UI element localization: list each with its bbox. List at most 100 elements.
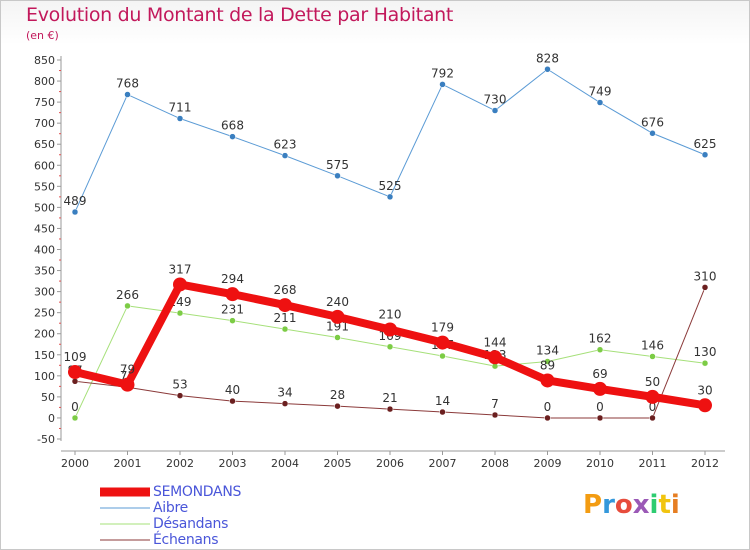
legend-label: Désandans <box>153 516 229 532</box>
data-point <box>544 66 551 73</box>
y-tick-label: 250 <box>34 307 55 320</box>
data-label: 575 <box>326 158 349 172</box>
y-tick-label: 0 <box>48 412 55 425</box>
x-tick-label: 2006 <box>376 457 404 470</box>
data-label: 146 <box>641 338 664 352</box>
data-label: 240 <box>326 295 349 309</box>
legend-swatch <box>100 487 150 497</box>
data-point <box>68 365 82 380</box>
data-label: 768 <box>116 77 139 91</box>
y-tick-label: 550 <box>34 180 55 193</box>
legend-swatch <box>100 523 150 525</box>
data-label: 0 <box>596 400 604 414</box>
data-point <box>596 346 604 353</box>
data-label: 53 <box>172 378 187 392</box>
data-label: 0 <box>649 400 657 414</box>
y-tick-label: 200 <box>34 328 55 341</box>
data-label: 210 <box>379 308 402 322</box>
data-label: 191 <box>326 320 349 334</box>
y-tick-label: 50 <box>41 391 55 404</box>
logo-letter: P <box>583 490 603 520</box>
y-tick-label: 650 <box>34 138 55 151</box>
data-point <box>386 405 394 413</box>
data-label: 828 <box>536 51 559 65</box>
data-point <box>386 193 394 201</box>
logo-letter: x <box>632 490 650 520</box>
data-point <box>281 152 289 159</box>
data-point <box>229 317 236 324</box>
y-tick-label: 400 <box>34 244 55 257</box>
data-point <box>698 398 712 413</box>
data-label: 792 <box>431 66 454 80</box>
data-point <box>649 414 656 422</box>
data-point <box>701 151 709 158</box>
legend-item: Aibre <box>100 500 360 516</box>
data-point <box>229 397 236 405</box>
data-point <box>439 408 446 416</box>
data-point <box>124 302 131 310</box>
data-point <box>701 359 709 367</box>
legend-swatch <box>100 539 150 541</box>
data-point <box>593 381 607 396</box>
logo-letter: i <box>649 490 659 520</box>
data-point <box>439 81 446 88</box>
data-point <box>439 352 446 360</box>
data-label: 310 <box>694 269 717 283</box>
data-point <box>71 414 79 422</box>
data-label: 134 <box>536 344 559 358</box>
data-point <box>491 107 499 114</box>
logo-letter: i <box>670 490 680 520</box>
data-label: 179 <box>431 321 454 335</box>
data-point <box>334 402 341 410</box>
data-point <box>176 115 184 122</box>
y-tick-label: -50 <box>37 433 55 446</box>
data-label: 0 <box>544 400 552 414</box>
y-tick-label: 700 <box>34 117 55 130</box>
data-point <box>596 414 604 422</box>
chart-subtitle: (en €) <box>26 29 59 42</box>
data-point <box>176 392 184 399</box>
x-tick-label: 2002 <box>166 457 194 470</box>
y-tick-label: 300 <box>34 286 55 299</box>
data-point <box>225 287 240 302</box>
data-label: 623 <box>274 138 297 152</box>
y-tick-label: 600 <box>34 159 55 172</box>
data-label: 711 <box>169 101 192 115</box>
data-label: 489 <box>64 194 87 208</box>
legend-item: Échenans <box>100 532 360 548</box>
logo-letter: t <box>658 490 671 520</box>
data-label: 21 <box>382 391 397 405</box>
y-tick-label: 500 <box>34 201 55 214</box>
y-tick-label: 100 <box>34 370 55 383</box>
legend-swatch <box>100 507 150 509</box>
data-point <box>596 99 604 106</box>
data-label: 317 <box>169 262 192 276</box>
y-tick-label: 750 <box>34 96 55 109</box>
data-label: 144 <box>484 335 507 349</box>
data-label: 89 <box>540 358 555 372</box>
legend-item: Désandans <box>100 516 360 532</box>
data-point <box>383 322 397 337</box>
data-label: 109 <box>64 350 87 364</box>
data-point <box>281 325 289 333</box>
data-label: 162 <box>589 332 612 346</box>
data-label: 79 <box>120 363 135 377</box>
data-point <box>544 414 551 422</box>
x-tick-label: 2001 <box>114 457 142 470</box>
logo-letter: r <box>602 490 615 520</box>
data-label: 266 <box>116 288 139 302</box>
data-label: 525 <box>379 179 402 193</box>
y-tick-label: 350 <box>34 265 55 278</box>
data-point <box>334 334 341 341</box>
data-label: 676 <box>641 115 664 129</box>
data-point <box>120 377 135 392</box>
data-point <box>540 373 555 388</box>
data-point <box>173 277 187 292</box>
x-tick-label: 2000 <box>61 457 89 470</box>
x-tick-label: 2010 <box>586 457 614 470</box>
data-label: 14 <box>435 394 450 408</box>
data-point <box>649 130 656 137</box>
data-label: 50 <box>645 375 660 389</box>
